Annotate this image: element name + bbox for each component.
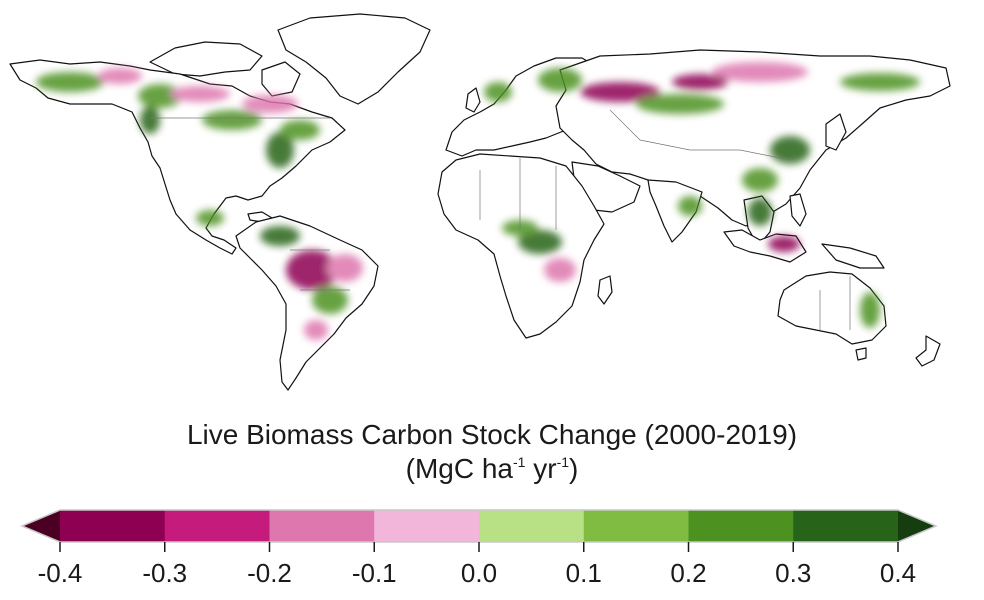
units-part: yr xyxy=(525,453,557,484)
land-new-guinea xyxy=(821,243,885,269)
strong-loss-patch xyxy=(286,250,338,290)
strong-gain-patch xyxy=(748,198,772,226)
gain-patch xyxy=(636,94,724,114)
land-madagascar xyxy=(597,275,613,305)
country-border xyxy=(479,158,557,230)
strong-loss-patch xyxy=(580,82,660,102)
gain-patch xyxy=(742,168,778,192)
colorbar: -0.4 -0.3 -0.2 -0.1 0.0 0.1 0.2 0.3 0.4 xyxy=(20,509,938,588)
colorbar-extend-low xyxy=(22,510,61,542)
strong-gain-patch xyxy=(770,136,810,164)
gain-patch xyxy=(138,84,182,108)
loss-patch xyxy=(304,320,328,340)
land-baffin-island xyxy=(261,61,301,97)
land-philippines xyxy=(789,193,807,227)
colorbar-tick-label: -0.1 xyxy=(352,558,397,588)
strong-gain-patch xyxy=(518,230,562,254)
colorbar-tick-label: 0.1 xyxy=(566,558,602,588)
loss-patch xyxy=(98,68,142,84)
land-japan xyxy=(825,113,847,151)
colorbar-tick-label: 0.0 xyxy=(461,558,497,588)
gain-patch xyxy=(312,286,348,314)
loss-patch xyxy=(327,254,363,282)
strong-loss-patch xyxy=(768,236,800,252)
colorbar-cell xyxy=(793,510,899,542)
land-tasmania xyxy=(855,347,867,361)
legend-title: Live Biomass Carbon Stock Change (2000-2… xyxy=(186,419,798,450)
gain-patch xyxy=(202,110,262,130)
loss-patch xyxy=(712,62,808,82)
gain-patch xyxy=(538,68,582,92)
colorbar-extend-high xyxy=(898,510,936,542)
colorbar-cell xyxy=(688,510,794,542)
colorbar-cell xyxy=(269,510,375,542)
strong-loss-patch xyxy=(672,74,728,90)
gain-patch xyxy=(280,120,320,140)
gain-patch xyxy=(484,82,512,102)
world-map xyxy=(9,13,951,391)
country-border xyxy=(609,109,791,161)
strong-gain-patch xyxy=(260,226,300,246)
gain-patch xyxy=(678,196,702,216)
country-border xyxy=(819,276,851,330)
colorbar-tick-label: 0.4 xyxy=(880,558,916,588)
colorbar-tick-label: 0.2 xyxy=(670,558,706,588)
colorbar-tick-label: -0.2 xyxy=(247,558,292,588)
gain-patch xyxy=(860,292,880,328)
colorbar-cell xyxy=(583,510,689,542)
land-new-zealand xyxy=(915,335,941,367)
country-border xyxy=(290,249,350,291)
colorbar-tick-label: 0.3 xyxy=(775,558,811,588)
land-india xyxy=(647,179,703,243)
units-part: ) xyxy=(569,453,579,484)
units-exponent: -1 xyxy=(556,454,570,470)
colorbar-tick-label: -0.3 xyxy=(142,558,187,588)
colorbar-cell xyxy=(164,510,270,542)
colorbar-tick-label: -0.4 xyxy=(38,558,83,588)
colorbar-cell xyxy=(374,510,480,542)
loss-patch xyxy=(544,258,576,282)
colorbar-cell xyxy=(479,510,585,542)
units-part: (MgC ha xyxy=(405,453,514,484)
land-south-america xyxy=(235,215,379,391)
gain-patch xyxy=(840,73,920,91)
gain-patch xyxy=(36,72,104,92)
land-arctic-islands xyxy=(149,41,263,77)
land-british-isles xyxy=(465,87,481,113)
gain-patch xyxy=(196,210,224,226)
legend-units: (MgC ha-1 yr-1) xyxy=(0,452,984,486)
units-exponent: -1 xyxy=(513,454,526,470)
strong-gain-patch xyxy=(140,106,160,134)
land-australia xyxy=(777,271,887,345)
loss-patch xyxy=(242,95,298,113)
land-greenland xyxy=(277,13,431,105)
strong-gain-patch xyxy=(266,132,294,168)
colorbar-cell xyxy=(60,510,166,542)
loss-patch xyxy=(170,86,230,102)
